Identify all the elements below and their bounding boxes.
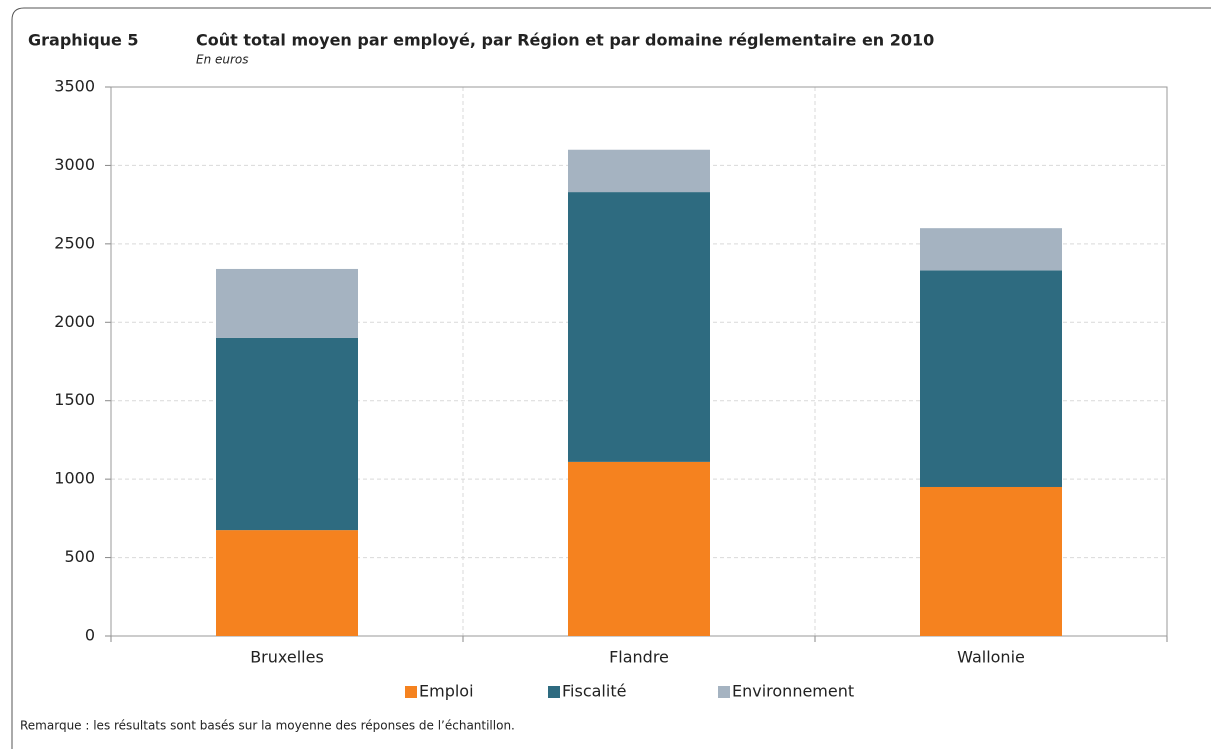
frame: [11, 7, 1211, 749]
bar-segment: [216, 268, 358, 338]
legend-swatch: [548, 686, 560, 698]
bar-segment: [568, 149, 710, 193]
bar-segment: [568, 192, 710, 462]
y-tick-label: 0: [85, 626, 95, 645]
legend-label: Fiscalité: [562, 682, 626, 701]
bar-segment: [920, 270, 1062, 487]
bar-segment: [920, 486, 1062, 636]
chart-label: Graphique 5: [28, 31, 139, 50]
x-tick-label: Flandre: [609, 648, 669, 667]
y-tick-label: 2000: [54, 312, 95, 331]
bar-segment: [216, 530, 358, 636]
y-tick-label: 2500: [54, 233, 95, 252]
y-tick-label: 3000: [54, 155, 95, 174]
y-tick-label: 1000: [54, 469, 95, 488]
y-tick-label: 1500: [54, 390, 95, 409]
y-tick-label: 500: [64, 547, 95, 566]
bar-segment: [920, 228, 1062, 271]
bar-segment: [216, 337, 358, 531]
legend-label: Environnement: [732, 682, 854, 701]
chart-title: Coût total moyen par employé, par Région…: [196, 31, 934, 50]
note: Remarque : les résultats sont basés sur …: [20, 719, 515, 733]
chart-subtitle: En euros: [196, 53, 249, 67]
legend-swatch: [405, 686, 417, 698]
x-tick-label: Bruxelles: [250, 648, 324, 667]
y-tick-label: 3500: [54, 77, 95, 96]
bar-segment: [568, 461, 710, 636]
x-tick-label: Wallonie: [957, 648, 1025, 667]
legend-swatch: [718, 686, 730, 698]
legend-label: Emploi: [419, 682, 474, 701]
